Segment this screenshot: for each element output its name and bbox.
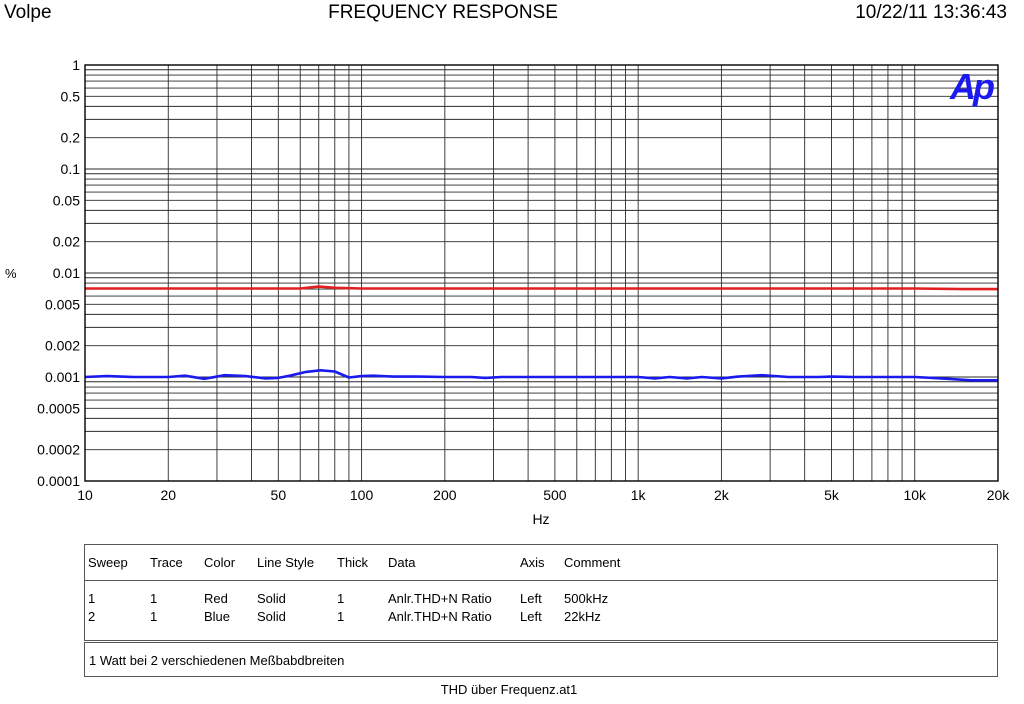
y-tick-label: 0.02 xyxy=(53,234,80,250)
y-tick-label: 0.002 xyxy=(45,338,80,354)
legend-note-box: 1 Watt bei 2 verschiedenen Meßbabdbreite… xyxy=(84,642,998,677)
legend-row-2-cell: 2 xyxy=(88,609,96,624)
timestamp: 10/22/11 13:36:43 xyxy=(855,2,1007,23)
legend-row-1-cell: 500kHz xyxy=(564,591,609,606)
legend-row-1-cell: 1 xyxy=(88,591,96,606)
legend-row-2-cell: 1 xyxy=(150,609,158,624)
legend-row-1-cell: 1 xyxy=(337,591,345,606)
legend-header-cell: Trace xyxy=(150,555,183,570)
y-tick-label: 0.001 xyxy=(45,369,80,385)
y-tick-label: 0.005 xyxy=(45,296,80,312)
y-tick-label: 0.5 xyxy=(61,88,81,104)
y-tick-label: 0.05 xyxy=(53,192,80,208)
legend-divider xyxy=(85,580,997,581)
series-line-2 xyxy=(84,368,998,382)
legend-row-1-cell: Anlr.THD+N Ratio xyxy=(388,591,492,606)
y-tick-label: 0.2 xyxy=(61,130,81,146)
x-tick-label: 500 xyxy=(543,487,567,503)
x-tick-label: 10 xyxy=(77,487,93,503)
x-tick-label: 5k xyxy=(824,487,840,503)
x-tick-label: 100 xyxy=(350,487,374,503)
y-tick-label: 0.1 xyxy=(61,161,81,177)
plot-grid xyxy=(85,65,998,481)
x-tick-label: 50 xyxy=(271,487,287,503)
legend-header-cell: Color xyxy=(204,555,236,570)
x-tick-label: 20 xyxy=(160,487,176,503)
y-tick-label: 0.0001 xyxy=(37,473,80,489)
plot-series xyxy=(84,285,998,382)
plot-ticks: 10 20 50 100 200 500 1k 2k 5k 10k 20k 1 0.5 0.2 0.1 0.0… xyxy=(37,57,1010,503)
legend-row-2-cell: Left xyxy=(520,609,542,624)
series-line-1 xyxy=(85,285,998,291)
frequency-response-chart: 10 20 50 100 200 500 1k 2k 5k 10k 20k 1 0.5 0.2 0.1 0.0… xyxy=(5,57,1010,527)
y-tick-label: 0.01 xyxy=(53,265,80,281)
legend-row-2-cell: Anlr.THD+N Ratio xyxy=(388,609,492,624)
legend-row-2-cell: 1 xyxy=(337,609,345,624)
legend-row-1-cell: Solid xyxy=(257,591,286,606)
legend-header-cell: Thick xyxy=(337,555,369,570)
legend-header-cell: Axis xyxy=(520,555,545,570)
ap-logo: Ap xyxy=(949,66,994,107)
y-tick-label: 0.0005 xyxy=(37,400,80,416)
x-tick-label: 2k xyxy=(714,487,730,503)
page-title: FREQUENCY RESPONSE xyxy=(328,2,558,23)
legend-header-cell: Data xyxy=(388,555,416,570)
x-tick-label: 200 xyxy=(433,487,457,503)
y-tick-label: 0.0002 xyxy=(37,442,80,458)
legend-table: Sweep Trace Color Line Style Thick Data Axis Co… xyxy=(84,544,998,641)
legend-row-2-cell: 22kHz xyxy=(564,609,601,624)
legend-header-cell: Sweep xyxy=(88,555,128,570)
x-tick-label: 20k xyxy=(987,487,1011,503)
legend-header-cell: Line Style xyxy=(257,555,315,570)
x-axis-label: Hz xyxy=(532,511,549,527)
header-left-label: Volpe xyxy=(4,2,52,23)
x-tick-label: 1k xyxy=(631,487,647,503)
x-tick-label: 10k xyxy=(903,487,927,503)
y-axis-label: % xyxy=(5,266,17,281)
plot-frame xyxy=(84,64,999,482)
legend-note: 1 Watt bei 2 verschiedenen Meßbabdbreite… xyxy=(89,653,345,668)
legend-row-2-cell: Blue xyxy=(204,609,231,624)
legend-row-1-cell: 1 xyxy=(150,591,158,606)
file-name-footer: THD über Frequenz.at1 xyxy=(440,682,578,697)
legend-row-1-cell: Left xyxy=(520,591,542,606)
legend-row-1-cell: Red xyxy=(204,591,228,606)
legend-header-cell: Comment xyxy=(564,555,621,570)
y-tick-label: 1 xyxy=(72,57,80,73)
legend-row-2-cell: Solid xyxy=(257,609,286,624)
